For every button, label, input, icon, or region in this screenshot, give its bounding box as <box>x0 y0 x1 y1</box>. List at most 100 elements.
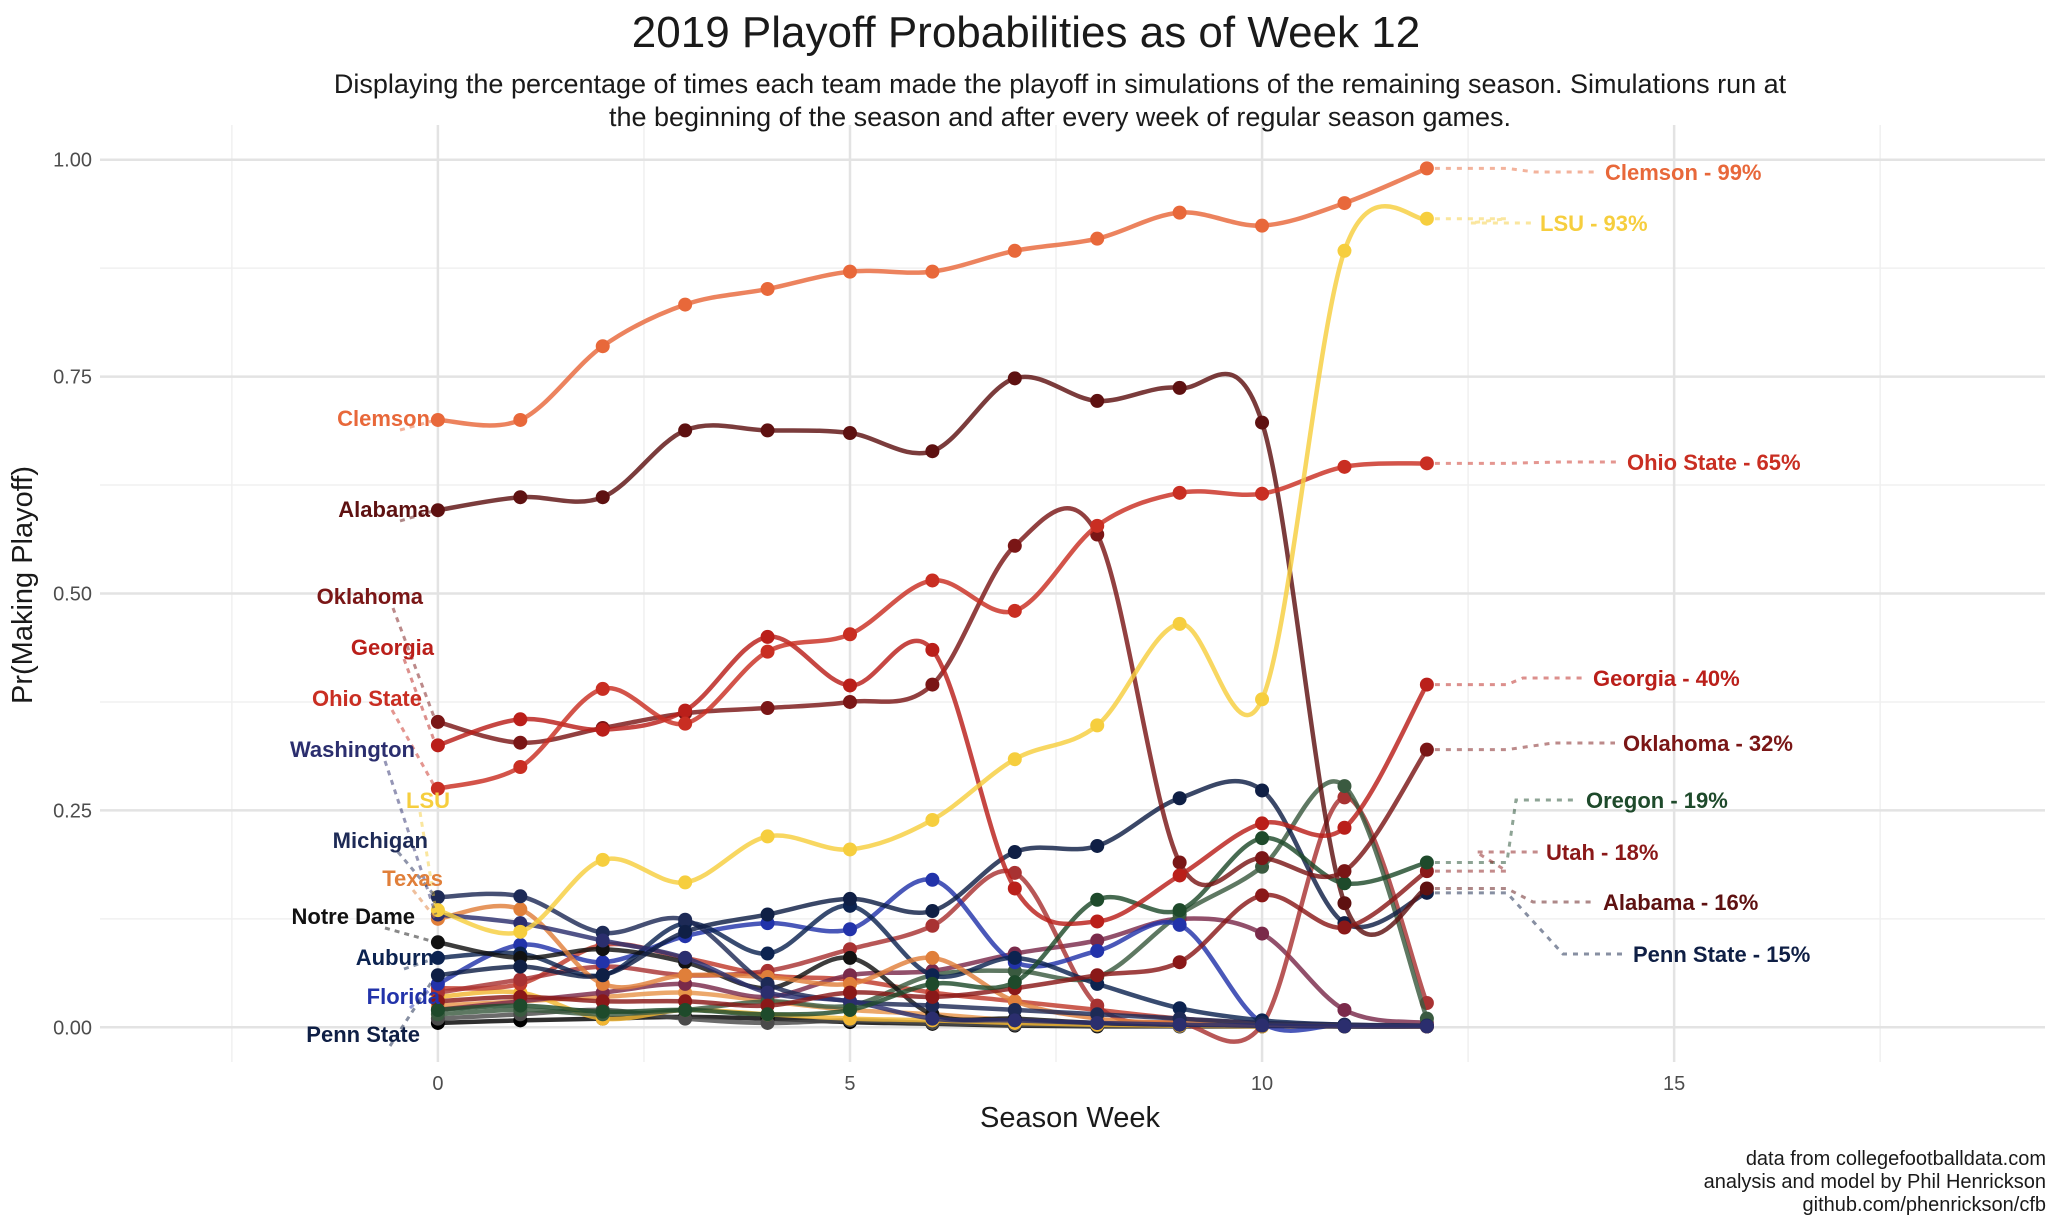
data-point <box>1255 783 1270 798</box>
data-point <box>842 842 857 857</box>
data-point <box>925 950 940 965</box>
end-label-connector <box>1434 217 1532 225</box>
data-point <box>430 503 445 518</box>
data-point <box>1007 603 1022 618</box>
start-label: Washington <box>290 737 415 762</box>
data-point <box>595 955 610 970</box>
y-tick-label: 0.25 <box>53 800 92 822</box>
data-point <box>1255 851 1270 866</box>
start-label: Alabama <box>338 497 430 522</box>
y-axis-label: Pr(Making Playoff) <box>7 466 39 704</box>
data-point <box>1007 752 1022 767</box>
data-point <box>1337 1019 1352 1034</box>
start-label: Penn State <box>306 1022 420 1047</box>
data-point <box>842 694 857 709</box>
start-label-connector <box>399 418 437 432</box>
data-point <box>595 968 610 983</box>
data-point <box>595 490 610 505</box>
end-label: Penn State - 15% <box>1633 942 1810 967</box>
caption-line: analysis and model by Phil Henrickson <box>1703 1171 2046 1193</box>
data-point <box>925 677 940 692</box>
start-label-connector <box>388 974 438 1047</box>
end-label: Georgia - 40% <box>1593 666 1740 691</box>
data-point <box>1419 881 1434 896</box>
end-label: Clemson - 99% <box>1605 160 1762 185</box>
data-point <box>1337 243 1352 258</box>
data-point <box>513 490 528 505</box>
data-point <box>1337 864 1352 879</box>
chart-title: 2019 Playoff Probabilities as of Week 12 <box>631 8 1421 57</box>
x-tick-label: 15 <box>1663 1073 1685 1095</box>
data-point <box>842 922 857 937</box>
data-point <box>430 968 445 983</box>
data-point <box>760 701 775 716</box>
end-label: Alabama - 16% <box>1603 890 1758 915</box>
data-point <box>1255 831 1270 846</box>
data-point <box>678 924 693 939</box>
data-point <box>430 412 445 427</box>
data-point <box>760 946 775 961</box>
data-point <box>1419 742 1434 757</box>
data-point <box>513 412 528 427</box>
subtitle-line: Displaying the percentage of times each … <box>333 69 1787 99</box>
x-axis-label: Season Week <box>980 1102 1161 1134</box>
start-label: Notre Dame <box>292 904 415 929</box>
data-point <box>1172 855 1187 870</box>
end-label-connector <box>1434 676 1585 687</box>
data-point <box>1255 888 1270 903</box>
caption-line: github.com/phenrickson/cfb <box>1802 1194 2046 1216</box>
data-point <box>925 264 940 279</box>
data-point <box>678 716 693 731</box>
start-label: Michigan <box>333 828 428 853</box>
series-line <box>435 166 1430 428</box>
data-point <box>842 425 857 440</box>
data-point <box>1419 211 1434 226</box>
series-lsu <box>430 204 1434 939</box>
data-point <box>925 444 940 459</box>
data-point <box>1337 896 1352 911</box>
end-label-connector <box>1434 891 1625 956</box>
data-point <box>842 985 857 1000</box>
data-point <box>1007 950 1022 965</box>
caption: data from collegefootballdata.com analys… <box>1704 1148 2046 1217</box>
data-point <box>678 912 693 927</box>
data-point <box>430 781 445 796</box>
data-point <box>925 573 940 588</box>
start-label: Texas <box>382 866 443 891</box>
start-label: LSU <box>406 788 450 813</box>
data-point <box>1419 161 1434 176</box>
start-label-connector <box>399 508 437 523</box>
data-point <box>1007 1013 1022 1028</box>
data-point <box>760 629 775 644</box>
end-label: Utah - 18% <box>1546 840 1658 865</box>
data-point <box>513 712 528 727</box>
subtitle-line: the beginning of the season and after ev… <box>608 102 1512 132</box>
data-point <box>842 950 857 965</box>
x-tick-label: 10 <box>1251 1073 1273 1095</box>
data-point <box>925 904 940 919</box>
data-point <box>925 872 940 887</box>
data-point <box>430 1002 445 1017</box>
data-point <box>1255 415 1270 430</box>
data-point <box>1337 1002 1352 1017</box>
y-tick-label: 0.75 <box>53 367 92 389</box>
data-point <box>1255 926 1270 941</box>
data-point <box>760 423 775 438</box>
data-point <box>1419 677 1434 692</box>
data-point <box>760 281 775 296</box>
data-point <box>1172 380 1187 395</box>
end-label-connector <box>1434 166 1597 174</box>
chart-subtitle: Displaying the percentage of times each … <box>240 68 1880 134</box>
data-point <box>1090 231 1105 246</box>
data-point <box>1172 1001 1187 1016</box>
y-tick-label: 0.00 <box>53 1017 92 1039</box>
data-point <box>1090 943 1105 958</box>
data-point <box>1090 968 1105 983</box>
data-point <box>1337 820 1352 835</box>
data-point <box>513 998 528 1013</box>
data-point <box>925 812 940 827</box>
data-point <box>1090 914 1105 929</box>
data-point <box>1090 838 1105 853</box>
data-point <box>1337 920 1352 935</box>
data-point <box>513 972 528 987</box>
